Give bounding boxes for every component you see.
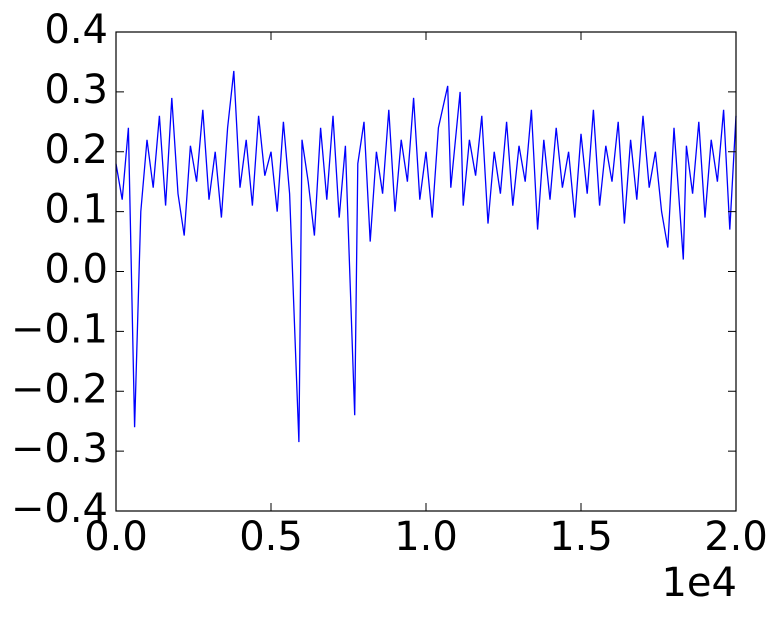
x-tick-label: 2.0 bbox=[704, 514, 768, 560]
x-tick-label: 1.5 bbox=[549, 514, 613, 560]
x-tick-label: 1.0 bbox=[394, 514, 458, 560]
x-tick-label: 0.5 bbox=[239, 514, 303, 560]
x-offset-label: 1e4 bbox=[661, 560, 737, 606]
y-tick-label: 0.4 bbox=[44, 7, 108, 53]
y-tick-label: −0.1 bbox=[11, 306, 108, 352]
y-tick-label: 0.2 bbox=[44, 127, 108, 173]
y-tick-label: −0.2 bbox=[11, 366, 108, 412]
y-tick-label: 0.0 bbox=[44, 247, 108, 293]
x-tick-label: 0.0 bbox=[84, 514, 148, 560]
data-line bbox=[115, 70, 737, 443]
y-tick-label: −0.3 bbox=[11, 426, 108, 472]
y-tick-label: 0.1 bbox=[44, 187, 108, 233]
y-tick-label: −0.4 bbox=[11, 486, 108, 532]
plot-frame bbox=[115, 31, 737, 512]
y-tick-label: 0.3 bbox=[44, 67, 108, 113]
